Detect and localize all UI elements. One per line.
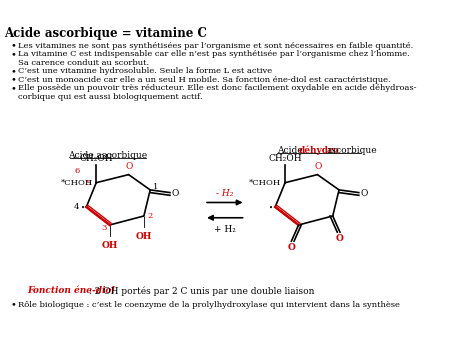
Text: •: • <box>11 301 17 310</box>
Text: O: O <box>336 234 344 243</box>
Text: O: O <box>287 243 295 252</box>
Text: OH: OH <box>101 241 118 250</box>
Text: •: • <box>11 76 17 85</box>
Text: *CHOH: *CHOH <box>249 179 282 187</box>
Text: C’est un monoacide car elle a un seul H mobile. Sa fonction éne-diol est caracté: C’est un monoacide car elle a un seul H … <box>18 76 391 84</box>
Text: CH₂OH: CH₂OH <box>80 154 113 163</box>
Text: OH: OH <box>136 232 152 241</box>
Text: Fonction éne-diol: Fonction éne-diol <box>27 286 115 295</box>
Text: •: • <box>269 204 273 212</box>
Text: 1: 1 <box>153 183 158 191</box>
Text: 3: 3 <box>101 224 107 232</box>
Text: •: • <box>11 50 17 59</box>
Text: - H₂: - H₂ <box>216 189 234 198</box>
Text: La vitamine C est indispensable car elle n’est pas synthétisée par l’organisme c: La vitamine C est indispensable car elle… <box>18 50 410 67</box>
Text: déhydro: déhydro <box>299 146 339 155</box>
Text: Les vitamines ne sont pas synthétisées par l’organisme et sont nécessaires en fa: Les vitamines ne sont pas synthétisées p… <box>18 41 413 50</box>
Text: Elle possède un pouvoir très réducteur. Elle est donc facilement oxydable en aci: Elle possède un pouvoir très réducteur. … <box>18 84 417 102</box>
Text: + H₂: + H₂ <box>214 225 236 234</box>
Text: Rôle biologique : c’est le coenzyme de la prolylhydroxylase qui intervient dans : Rôle biologique : c’est le coenzyme de l… <box>18 301 400 309</box>
Text: 2: 2 <box>147 212 153 220</box>
Text: : 2 OH portés par 2 C unis par une double liaison: : 2 OH portés par 2 C unis par une doubl… <box>86 286 315 296</box>
Text: Acide ascorbique = vitamine C: Acide ascorbique = vitamine C <box>4 27 207 40</box>
Text: *CHOH: *CHOH <box>60 179 92 187</box>
Text: O: O <box>126 162 133 171</box>
Text: ascorbique: ascorbique <box>327 146 377 155</box>
Text: Acide ascorbique: Acide ascorbique <box>68 151 147 160</box>
Text: 4: 4 <box>73 203 79 211</box>
Text: •: • <box>11 67 17 76</box>
Text: 6: 6 <box>75 167 80 175</box>
Text: •: • <box>81 204 84 212</box>
Text: •: • <box>11 41 17 50</box>
Text: •: • <box>11 84 17 93</box>
Text: 5: 5 <box>85 179 91 187</box>
Text: C’est une vitamine hydrosoluble. Seule la forme L est active: C’est une vitamine hydrosoluble. Seule l… <box>18 67 272 75</box>
Text: O: O <box>361 189 368 198</box>
Text: O: O <box>315 162 322 171</box>
Text: CH₂OH: CH₂OH <box>268 154 302 163</box>
Text: Acide: Acide <box>277 146 305 155</box>
Text: O: O <box>172 189 179 198</box>
